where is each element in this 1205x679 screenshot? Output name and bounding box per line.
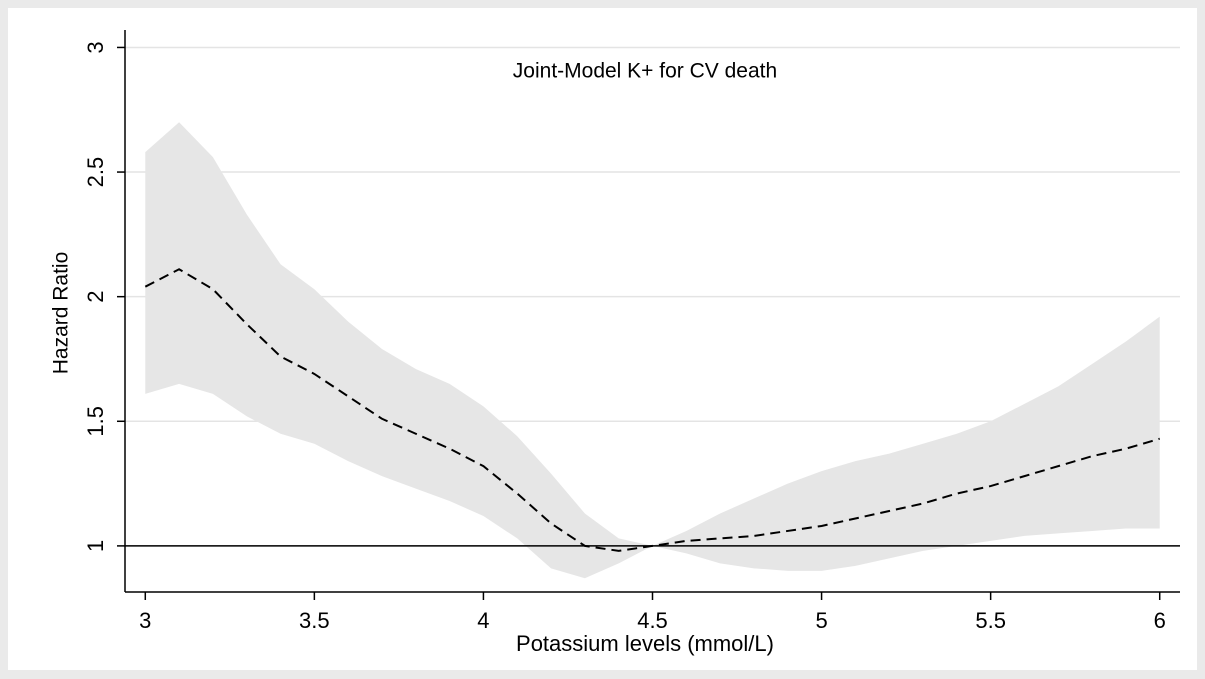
x-tick-label: 5 — [815, 608, 827, 633]
x-tick-label: 6 — [1154, 608, 1166, 633]
confidence-band — [145, 122, 1160, 579]
x-tick-label: 3 — [139, 608, 151, 633]
y-tick-label: 1.5 — [83, 406, 108, 437]
chart-title: Joint-Model K+ for CV death — [513, 60, 777, 83]
x-axis-label: Potassium levels (mmol/L) — [516, 631, 774, 656]
y-tick-label: 2 — [83, 291, 108, 303]
x-tick-label: 4.5 — [637, 608, 668, 633]
x-tick-label: 5.5 — [975, 608, 1006, 633]
y-tick-label: 1 — [83, 540, 108, 552]
estimate-line — [144, 268, 1160, 552]
x-tick-label: 3.5 — [299, 608, 330, 633]
y-tick-label: 2.5 — [83, 157, 108, 188]
y-axis-label: Hazard Ratio — [50, 252, 73, 375]
x-tick-label: 4 — [477, 608, 489, 633]
y-tick-label: 3 — [83, 41, 108, 53]
